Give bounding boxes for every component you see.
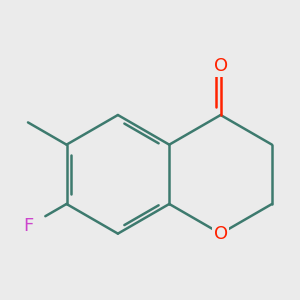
Text: O: O xyxy=(214,57,228,75)
Text: F: F xyxy=(23,217,33,235)
Text: O: O xyxy=(214,225,228,243)
